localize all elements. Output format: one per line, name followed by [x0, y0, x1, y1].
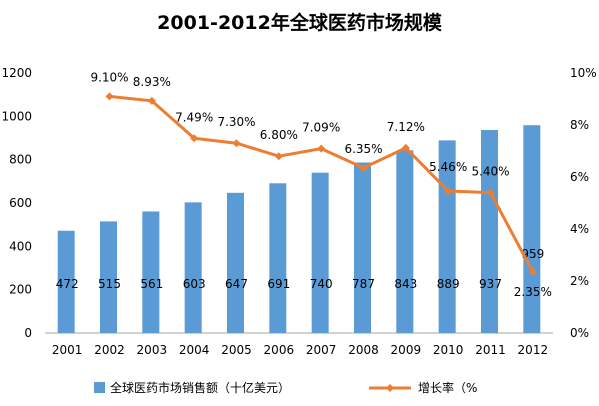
growth-marker	[105, 92, 114, 101]
bar-data-label: 787	[352, 277, 375, 291]
growth-data-label: 5.46%	[429, 160, 467, 174]
bar-data-label: 740	[310, 277, 333, 291]
bar	[396, 150, 414, 333]
chart-title: 2001-2012年全球医药市场规模	[157, 12, 442, 34]
growth-marker	[486, 188, 495, 197]
bar	[142, 211, 160, 333]
growth-marker	[317, 144, 326, 153]
growth-data-label: 2.35%	[514, 285, 552, 299]
growth-marker	[528, 267, 537, 276]
growth-marker	[444, 187, 453, 196]
growth-data-label: 9.10%	[90, 70, 128, 84]
y-right-tick-label: 6%	[570, 170, 589, 184]
growth-data-label: 6.35%	[344, 142, 382, 156]
bar	[311, 172, 329, 333]
y-right-tick-label: 4%	[570, 222, 589, 236]
x-tick-label: 2011	[475, 343, 506, 357]
x-tick-label: 2010	[433, 343, 464, 357]
bar	[57, 230, 75, 333]
growth-data-label: 8.93%	[133, 75, 171, 89]
legend-line-marker	[386, 384, 394, 392]
bar-data-label: 472	[56, 277, 79, 291]
x-tick-label: 2003	[137, 343, 168, 357]
y-left-tick-label: 600	[9, 196, 32, 210]
growth-data-label: 5.40%	[471, 165, 509, 179]
legend-bar-swatch	[94, 382, 105, 393]
x-tick-label: 2012	[518, 343, 549, 357]
bar-data-label: 647	[225, 277, 248, 291]
x-tick-label: 2001	[52, 343, 83, 357]
bar	[184, 202, 202, 333]
y-left-tick-label: 1000	[1, 109, 32, 123]
y-right-tick-label: 10%	[570, 66, 597, 80]
growth-marker	[359, 163, 368, 172]
growth-data-label: 7.49%	[175, 110, 213, 124]
bar-data-label: 515	[98, 277, 121, 291]
x-tick-label: 2005	[221, 343, 252, 357]
y-left-tick-label: 800	[9, 153, 32, 167]
y-right-tick-label: 0%	[570, 326, 589, 340]
growth-marker	[190, 134, 199, 143]
x-tick-label: 2002	[94, 343, 125, 357]
bar	[438, 140, 456, 333]
x-tick-label: 2006	[264, 343, 295, 357]
growth-marker	[232, 139, 241, 148]
growth-data-label: 7.09%	[302, 121, 340, 135]
bar	[100, 221, 117, 333]
bar-data-label: 603	[183, 277, 206, 291]
y-left-tick-label: 400	[9, 239, 32, 253]
growth-data-label: 7.12%	[387, 120, 425, 134]
y-left-tick-label: 200	[9, 283, 32, 297]
x-tick-label: 2004	[179, 343, 210, 357]
bar-data-label: 691	[267, 277, 290, 291]
bar	[354, 162, 371, 333]
x-tick-label: 2007	[306, 343, 337, 357]
x-tick-label: 2008	[348, 343, 379, 357]
x-tick-label: 2009	[391, 343, 422, 357]
bar-data-label: 889	[437, 277, 460, 291]
bar	[269, 183, 287, 333]
bar-data-label: 959	[521, 247, 544, 261]
y-right-tick-label: 8%	[570, 118, 589, 132]
growth-marker	[401, 143, 410, 152]
legend-bar-label: 全球医药市场销售额（十亿美元）	[110, 380, 290, 395]
legend-line-label: 增长率（%	[418, 380, 477, 395]
bar	[481, 129, 498, 333]
bar	[523, 125, 541, 333]
bar-data-label: 937	[479, 277, 502, 291]
growth-marker	[274, 152, 283, 161]
growth-marker	[147, 96, 156, 105]
y-left-tick-label: 0	[24, 326, 32, 340]
growth-data-label: 7.30%	[217, 115, 255, 129]
y-right-tick-label: 2%	[570, 274, 589, 288]
bar-data-label: 561	[140, 277, 163, 291]
y-left-tick-label: 1200	[1, 66, 32, 80]
bar-data-label: 843	[394, 277, 417, 291]
bar	[227, 192, 244, 333]
growth-data-label: 6.80%	[260, 128, 298, 142]
